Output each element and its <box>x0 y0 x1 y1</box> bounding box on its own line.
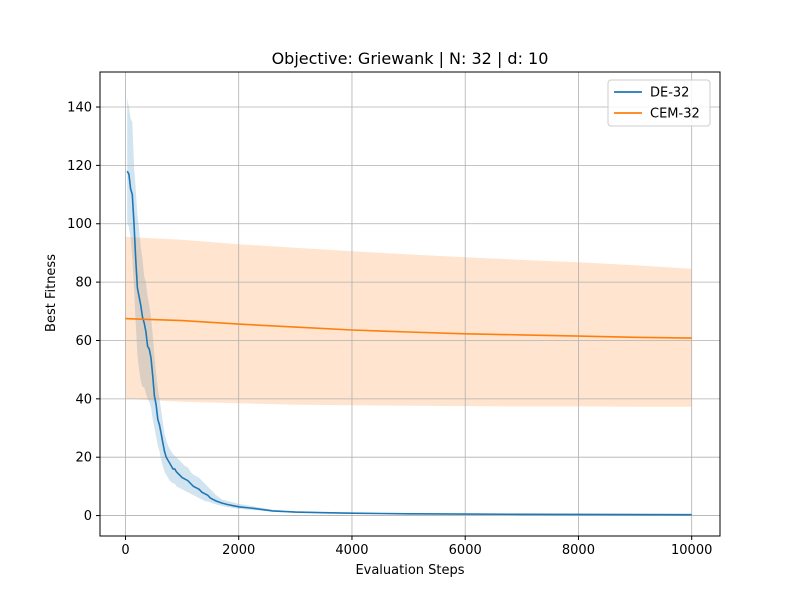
x-tick-label: 6000 <box>449 543 482 558</box>
line-de-32 <box>126 170 692 516</box>
y-tick-label: 20 <box>75 451 92 466</box>
y-axis-ticks: 0 20 40 60 80 100 120 140 <box>67 101 100 524</box>
y-tick-label: 40 <box>75 392 92 407</box>
legend: DE-32 CEM-32 <box>607 79 711 127</box>
x-axis-label: Evaluation Steps <box>355 563 464 578</box>
band-cem-32 <box>125 236 692 407</box>
band-de-32 <box>127 98 692 516</box>
gridlines <box>100 72 720 536</box>
x-axis-ticks: 0 2000 4000 6000 8000 10000 <box>121 536 712 558</box>
x-tick-label: 10000 <box>671 543 712 558</box>
x-tick-label: 8000 <box>562 543 595 558</box>
y-tick-label: 100 <box>67 217 92 232</box>
legend-label-de-32: DE-32 <box>650 86 689 101</box>
confidence-bands <box>125 98 692 516</box>
y-tick-label: 0 <box>84 509 92 524</box>
legend-label-cem-32: CEM-32 <box>650 107 700 122</box>
y-tick-label: 120 <box>67 159 92 174</box>
x-tick-label: 2000 <box>222 543 255 558</box>
x-tick-label: 4000 <box>335 543 368 558</box>
series-lines <box>125 170 692 516</box>
x-tick-label: 0 <box>121 543 129 558</box>
axes-frame <box>99 71 721 537</box>
y-tick-label: 60 <box>75 334 92 349</box>
y-tick-label: 140 <box>67 101 92 116</box>
y-axis-label: Best Fitness <box>44 254 59 332</box>
chart-title: Objective: Griewank | N: 32 | d: 10 <box>272 49 549 68</box>
y-tick-label: 80 <box>75 276 92 291</box>
line-cem-32 <box>125 317 692 339</box>
